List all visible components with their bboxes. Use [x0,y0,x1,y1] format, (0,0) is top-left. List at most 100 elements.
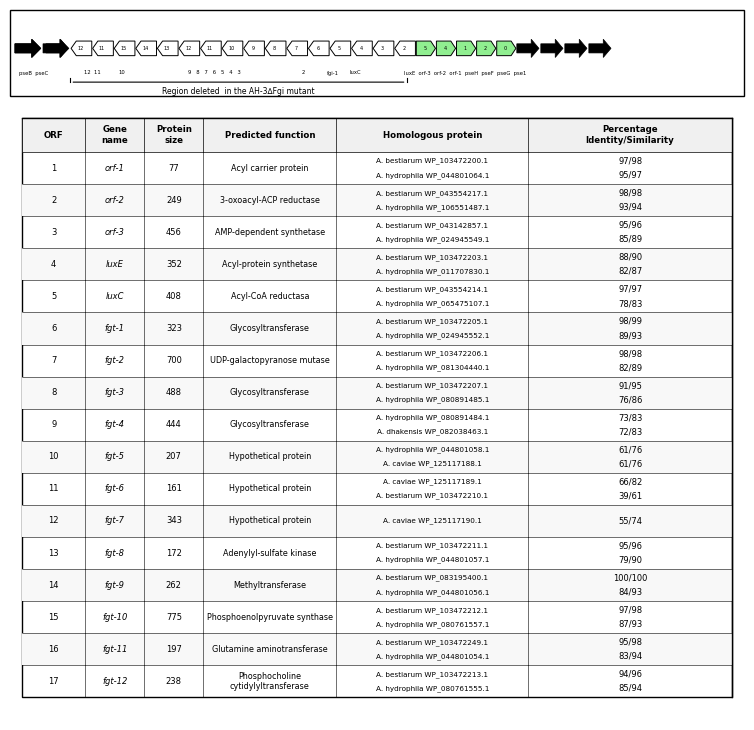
Text: 76/86: 76/86 [618,395,642,404]
Text: fgi-1: fgi-1 [326,71,339,75]
Text: A. bestiarum WP_103472200.1: A. bestiarum WP_103472200.1 [376,158,489,164]
Polygon shape [43,39,69,58]
Text: A. hydrophila WP_044801056.1: A. hydrophila WP_044801056.1 [375,589,489,596]
Text: A. bestiarum WP_103472207.1: A. bestiarum WP_103472207.1 [376,383,489,389]
Text: A. hydrophila WP_080891485.1: A. hydrophila WP_080891485.1 [375,396,489,403]
Text: 93/94: 93/94 [618,203,642,212]
Polygon shape [477,41,496,55]
Polygon shape [115,41,135,55]
Text: 4: 4 [360,46,363,51]
Polygon shape [158,41,178,55]
Bar [23,377,731,409]
Text: A. hydrophila WP_024945549.1: A. hydrophila WP_024945549.1 [375,236,489,243]
Text: 16: 16 [48,645,59,654]
Bar [23,184,731,216]
Text: 73/83: 73/83 [618,413,642,422]
Text: fgt-6: fgt-6 [105,485,124,493]
Text: luxC: luxC [349,71,360,75]
Text: 95/97: 95/97 [618,171,642,180]
Text: 488: 488 [166,388,182,397]
Text: orf-2: orf-2 [105,196,124,204]
FancyBboxPatch shape [10,10,744,96]
Text: fgt-4: fgt-4 [105,420,124,429]
Text: A. bestiarum WP_083195400.1: A. bestiarum WP_083195400.1 [376,575,489,582]
Text: 88/90: 88/90 [618,253,642,262]
Text: Methyltransferase: Methyltransferase [233,580,306,590]
Text: A. bestiarum WP_103472206.1: A. bestiarum WP_103472206.1 [376,350,489,357]
Text: 6: 6 [316,46,319,51]
Text: 72/83: 72/83 [618,427,642,437]
Text: fgt-9: fgt-9 [105,580,124,590]
Text: A. hydrophila WP_044801058.1: A. hydrophila WP_044801058.1 [375,447,489,453]
Text: 2: 2 [403,46,406,51]
Text: fgt-10: fgt-10 [102,612,127,622]
Polygon shape [565,39,587,58]
Text: Percentage
Identity/Similarity: Percentage Identity/Similarity [586,126,675,145]
Text: 15: 15 [121,46,127,51]
Text: Glycosyltransferase: Glycosyltransferase [230,388,310,397]
Text: 4: 4 [51,260,57,269]
Polygon shape [416,41,436,55]
Text: A. hydrophila WP_065475107.1: A. hydrophila WP_065475107.1 [375,300,489,307]
Text: A. dhakensis WP_082038463.1: A. dhakensis WP_082038463.1 [377,429,488,435]
Text: Phosphocholine
cytidylyltransferase: Phosphocholine cytidylyltransferase [230,672,310,691]
Text: 17: 17 [48,677,59,686]
Text: A. bestiarum WP_043554217.1: A. bestiarum WP_043554217.1 [376,190,489,196]
Text: 3: 3 [51,228,57,237]
Text: 3: 3 [381,46,384,51]
Text: 89/93: 89/93 [618,331,642,340]
Text: pseB  pseC: pseB pseC [19,71,48,75]
Text: Hypothetical protein: Hypothetical protein [228,485,311,493]
Polygon shape [351,41,372,55]
Polygon shape [136,41,157,55]
Text: ORF: ORF [44,131,63,139]
Text: 8: 8 [51,388,57,397]
Text: fgt-3: fgt-3 [105,388,124,397]
Text: 87/93: 87/93 [618,620,642,629]
Text: Hypothetical protein: Hypothetical protein [228,517,311,526]
Text: fgt-1: fgt-1 [105,324,124,333]
Text: luxC: luxC [106,292,124,301]
Text: 7: 7 [295,46,298,51]
Text: 95/98: 95/98 [618,638,642,647]
Polygon shape [456,41,476,55]
Polygon shape [71,41,92,55]
Text: 9   8   7   6   5   4   3: 9 8 7 6 5 4 3 [188,71,241,75]
Text: A. hydrophila WP_044801064.1: A. hydrophila WP_044801064.1 [375,172,489,179]
Text: 11: 11 [48,485,59,493]
Text: 444: 444 [166,420,182,429]
Text: Acyl-CoA reductasa: Acyl-CoA reductasa [231,292,309,301]
Text: 197: 197 [166,645,182,654]
Text: 2: 2 [302,71,305,75]
Text: 11: 11 [99,46,105,51]
Bar [23,248,731,280]
Text: 78/83: 78/83 [618,299,642,308]
Text: 8: 8 [273,46,276,51]
Polygon shape [15,39,41,58]
Polygon shape [93,41,113,55]
Text: 100/100: 100/100 [613,574,647,583]
Text: 9: 9 [252,46,255,51]
Text: 7: 7 [51,356,57,365]
Text: 39/61: 39/61 [618,491,642,501]
Text: 2: 2 [51,196,57,204]
Text: 249: 249 [166,196,182,204]
Text: A. bestiarum WP_103472210.1: A. bestiarum WP_103472210.1 [376,493,489,499]
Text: 79/90: 79/90 [618,556,642,564]
Text: 98/98: 98/98 [618,349,642,358]
Text: fgt-2: fgt-2 [105,356,124,365]
Text: fgt-11: fgt-11 [102,645,127,654]
Bar [23,312,731,345]
Text: 408: 408 [166,292,182,301]
Text: 775: 775 [166,612,182,622]
Text: 10: 10 [118,71,125,75]
Text: 77: 77 [168,164,179,173]
Polygon shape [265,41,286,55]
Text: 6: 6 [51,324,57,333]
Text: 84/93: 84/93 [618,588,642,596]
Text: fgt-7: fgt-7 [105,517,124,526]
Text: A. bestiarum WP_103472213.1: A. bestiarum WP_103472213.1 [376,671,489,677]
Text: 1: 1 [464,46,467,51]
Text: 238: 238 [166,677,182,686]
Bar [23,633,731,665]
